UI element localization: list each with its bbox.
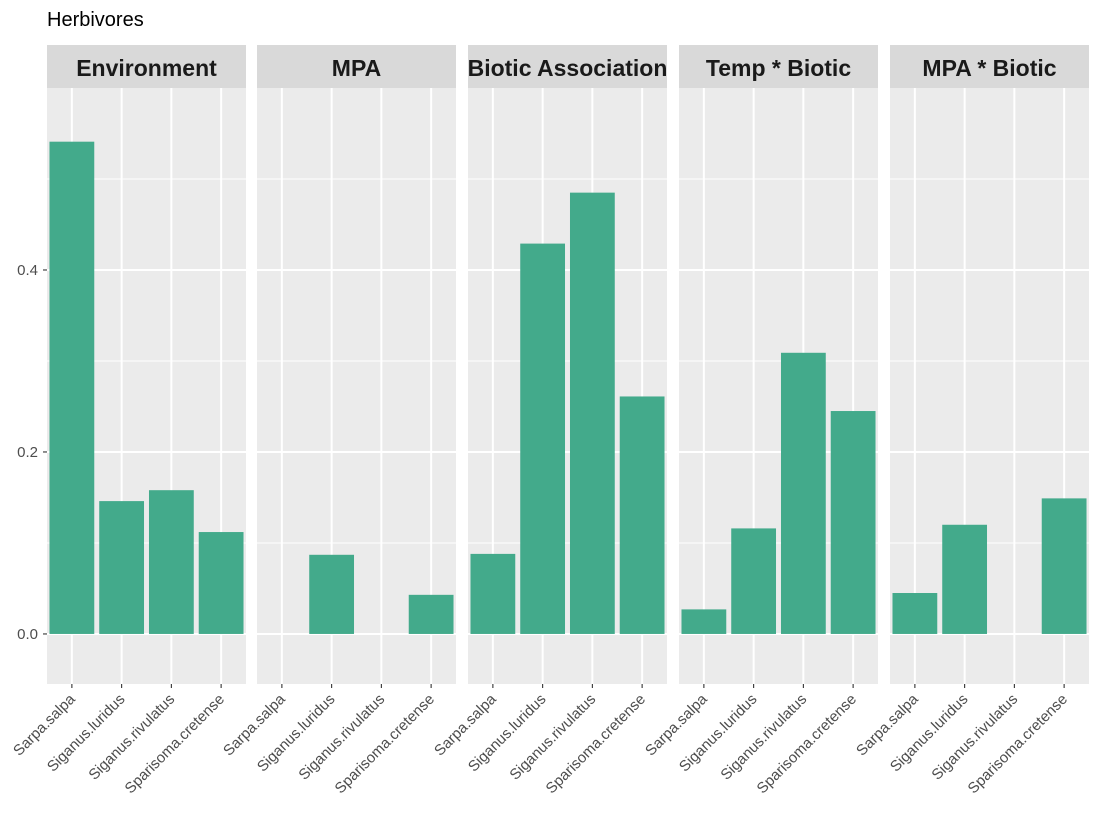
x-tick-label: Sparisoma.cretense (332, 691, 438, 797)
bar (830, 411, 876, 634)
x-tick-label: Sparisoma.cretense (543, 691, 649, 797)
y-tick-label: 0.4 (17, 262, 38, 279)
facet-panel: MPA * BioticSarpa.salpaSiganus.luridusSi… (853, 45, 1089, 797)
bar (470, 553, 516, 634)
facet-strip (679, 45, 878, 88)
chart-title: Herbivores (47, 9, 144, 31)
facet-panel: EnvironmentSarpa.salpaSiganus.luridusSig… (10, 45, 246, 797)
x-tick-label: Siganus.rivulatus (717, 691, 810, 784)
panel-background (257, 88, 456, 684)
x-tick-label: Sparisoma.cretense (754, 691, 860, 797)
y-axis: 0.0 0.2 0.4 (17, 262, 47, 643)
facet-strip-label: Environment (76, 55, 217, 81)
bar (1041, 498, 1087, 634)
facet-strip (468, 45, 667, 88)
bar (520, 243, 566, 634)
facet-strip (890, 45, 1089, 88)
facet-panel: Biotic AssociationSarpa.salpaSiganus.lur… (431, 45, 667, 797)
bar (148, 490, 194, 634)
facet-strip-label: MPA (332, 55, 381, 81)
facet-strip-label: Biotic Association (468, 55, 668, 81)
y-tick-label: 0.2 (17, 444, 38, 461)
bar (309, 554, 355, 634)
x-tick-label: Siganus.rivulatus (928, 691, 1021, 784)
bar (942, 524, 988, 634)
bar (198, 532, 244, 634)
y-tick-label: 0.0 (17, 626, 38, 643)
bar (49, 141, 95, 634)
bar (780, 352, 826, 634)
bar (619, 396, 665, 634)
facet-panels: EnvironmentSarpa.salpaSiganus.luridusSig… (10, 45, 1089, 797)
x-tick-label: Siganus.rivulatus (506, 691, 599, 784)
x-tick-label: Sparisoma.cretense (965, 691, 1071, 797)
bar (569, 192, 615, 634)
bar (408, 594, 454, 634)
facet-strip-label: Temp * Biotic (706, 55, 851, 81)
bar (99, 501, 145, 634)
facet-panel: Temp * BioticSarpa.salpaSiganus.luridusS… (642, 45, 878, 797)
facet-strip (47, 45, 246, 88)
bar (731, 528, 777, 634)
facet-strip (257, 45, 456, 88)
x-tick-label: Siganus.rivulatus (85, 691, 178, 784)
facet-panel: MPASarpa.salpaSiganus.luridusSiganus.riv… (220, 45, 456, 797)
bar (892, 593, 938, 634)
x-tick-label: Siganus.rivulatus (295, 691, 388, 784)
x-tick-label: Sparisoma.cretense (122, 691, 228, 797)
bar (681, 609, 727, 634)
facet-strip-label: MPA * Biotic (922, 55, 1056, 81)
